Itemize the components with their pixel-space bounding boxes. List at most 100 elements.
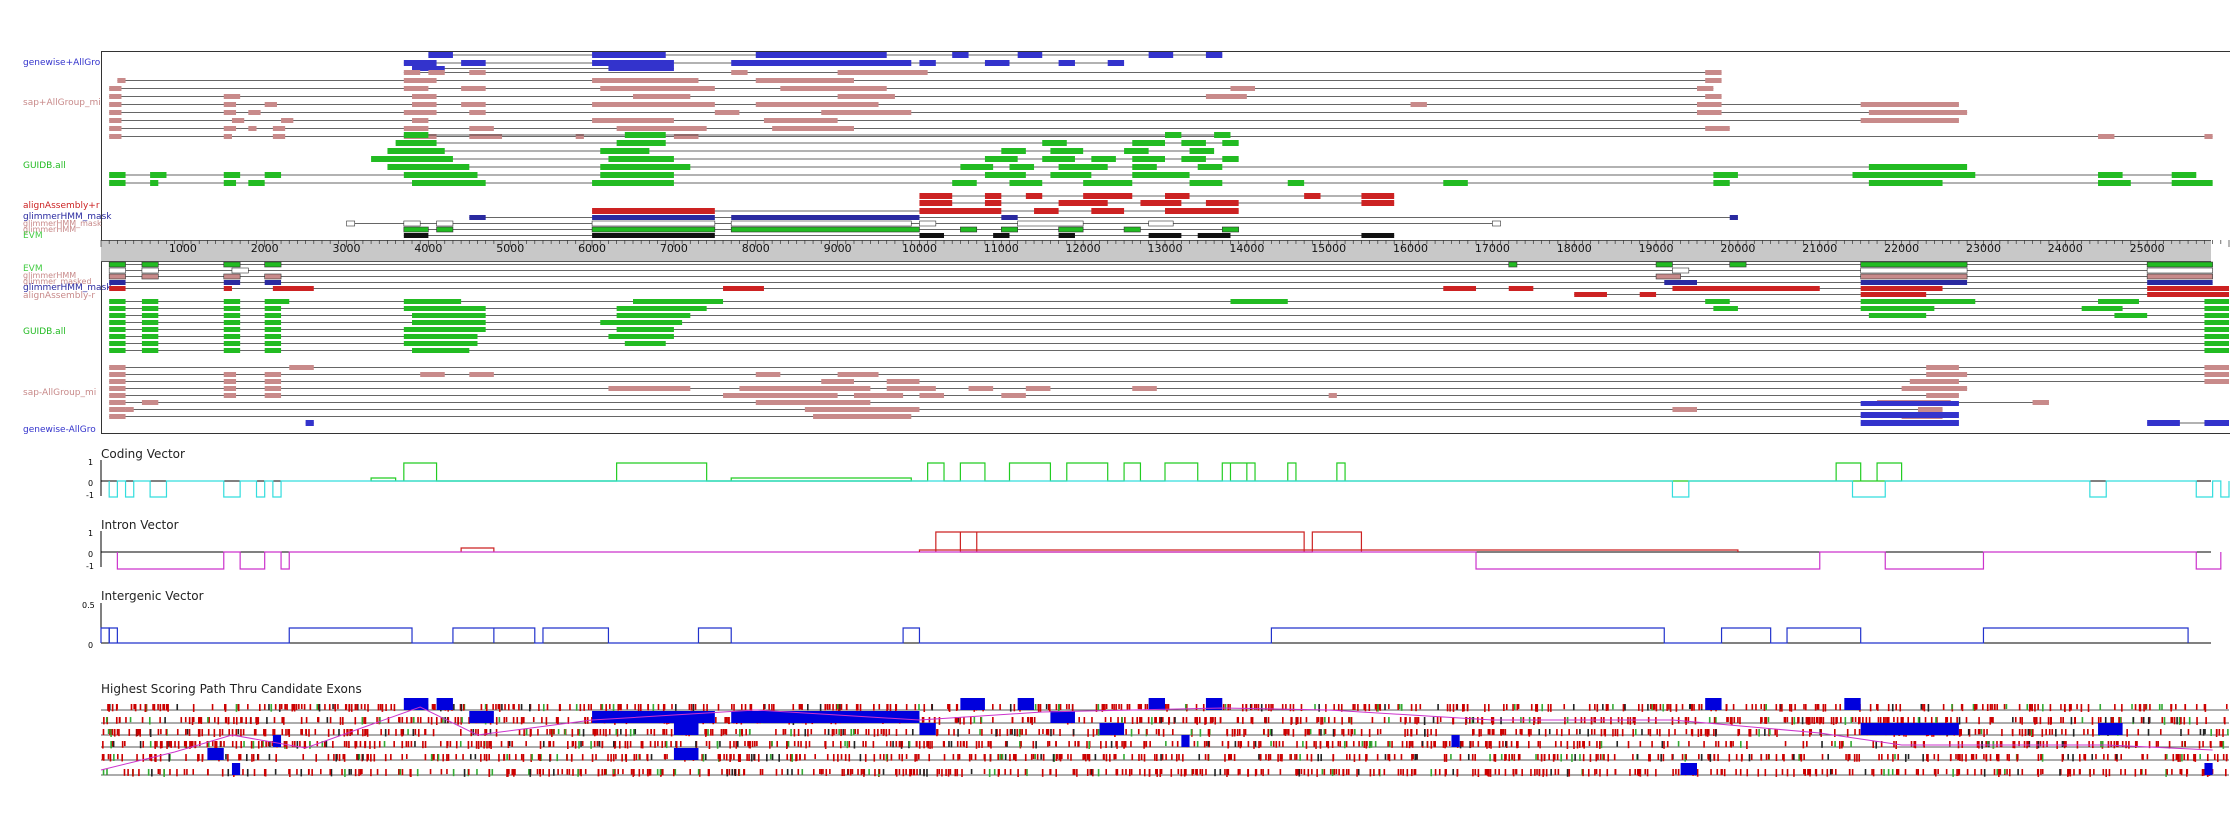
candidate-exon-mark (1694, 717, 1697, 725)
candidate-exon-mark (539, 741, 542, 749)
candidate-exon-mark (567, 717, 570, 724)
track-label-glimmer-forward: glimmerHMM_mask (23, 212, 112, 222)
candidate-exon-mark (844, 754, 847, 761)
candidate-exon-mark (314, 729, 317, 735)
sap-fwd-gene-exon (264, 102, 277, 107)
candidate-exon-mark (1199, 769, 1202, 775)
candidate-exon-mark (1455, 704, 1458, 710)
gene-id-rev-gene-exon (264, 348, 282, 353)
sap-rev-gene-exon (1926, 372, 1968, 377)
candidate-exon-mark (427, 717, 430, 723)
candidate-exon-mark (1139, 769, 1141, 776)
candidate-exon-mark (1289, 704, 1292, 712)
candidate-exon-mark (1926, 754, 1928, 761)
candidate-exon-mark (1560, 741, 1562, 747)
candidate-exon-mark (639, 754, 641, 760)
candidate-exon-mark (587, 704, 590, 711)
candidate-exon-mark (1279, 769, 1282, 775)
evm-fwd-gene-exon (592, 233, 715, 238)
candidate-exon-mark (1379, 729, 1382, 735)
candidate-exon-mark (1647, 704, 1649, 711)
candidate-exon-mark (1865, 717, 1868, 724)
candidate-exon-mark (518, 704, 520, 711)
sap-rev-gene-exon (886, 379, 920, 384)
candidate-exon-mark (629, 741, 632, 748)
candidate-exon-mark (561, 769, 564, 775)
candidate-exon-mark (468, 717, 470, 724)
candidate-exon-mark (1283, 729, 1286, 735)
candidate-exon-mark (147, 769, 150, 776)
candidate-exon-mark (518, 729, 521, 736)
candidate-exon-mark (663, 704, 666, 710)
candidate-exon-mark (1745, 704, 1748, 711)
candidate-exon-mark (855, 704, 858, 711)
candidate-exon-mark (1190, 729, 1193, 736)
candidate-exon-mark (1547, 704, 1550, 712)
candidate-exon-mark (271, 741, 274, 747)
candidate-exon-mark (1341, 729, 1343, 735)
path-exon-block (469, 711, 494, 723)
candidate-exon-mark (2037, 704, 2039, 710)
candidate-exon-mark (1741, 754, 1743, 761)
align-fwd-gene-exon (1361, 200, 1395, 206)
candidate-exon-mark (614, 769, 616, 777)
candidate-exon-mark (918, 741, 921, 749)
candidate-exon-mark (2065, 741, 2067, 747)
candidate-exon-mark (2157, 741, 2159, 747)
gene-id-rev-gene-exon (412, 320, 486, 325)
candidate-exon-mark (874, 769, 876, 777)
path-exon-block (1017, 698, 1035, 710)
candidate-exon-mark (141, 717, 144, 723)
intergenic-ytick-0: 0 (88, 641, 94, 650)
candidate-exon-mark (1918, 717, 1921, 724)
candidate-exon-mark (1282, 741, 1284, 747)
candidate-exon-mark (1224, 769, 1226, 775)
genewise-rev-gene-exon (305, 420, 314, 426)
candidate-exon-mark (831, 729, 834, 737)
candidate-exon-mark (1177, 769, 1180, 775)
candidate-exon-mark (1249, 704, 1252, 711)
candidate-exon-mark (1513, 754, 1516, 761)
candidate-exon-mark (300, 769, 303, 777)
candidate-exon-mark (1503, 704, 1505, 712)
candidate-exon-mark (2204, 704, 2207, 712)
genewise-fwd-exon (461, 60, 486, 66)
axis-tick-label: 24000 (2047, 242, 2083, 255)
candidate-exon-mark (1333, 729, 1336, 736)
candidate-exon-mark (1807, 769, 1809, 776)
candidate-exon-mark (883, 754, 885, 761)
candidate-exon-mark (1582, 741, 1584, 748)
candidate-exon-mark (2172, 754, 2175, 762)
candidate-exon-mark (1305, 741, 1308, 749)
candidate-exon-mark (2042, 704, 2044, 712)
candidate-exon-mark (1881, 754, 1883, 760)
candidate-exon-mark (1933, 769, 1936, 775)
candidate-exon-mark (501, 704, 503, 711)
candidate-exon-mark (1408, 741, 1411, 749)
candidate-exon-mark (159, 704, 162, 712)
candidate-exon-mark (364, 717, 367, 725)
candidate-exon-mark (285, 729, 287, 736)
candidate-exon-mark (1750, 754, 1753, 761)
candidate-exon-mark (608, 729, 611, 735)
axis-tick-label: 7000 (659, 242, 688, 255)
candidate-exon-mark (330, 769, 333, 777)
candidate-exon-mark (1576, 729, 1578, 735)
glimmer-masked-rev-gene-exon (108, 273, 126, 280)
candidate-exon-mark (1400, 704, 1403, 711)
candidate-exon-mark (720, 729, 723, 737)
candidate-exon-mark (176, 729, 179, 735)
align-fwd-gene-exon (919, 193, 953, 199)
candidate-exon-mark (1764, 729, 1766, 736)
sap-rev-gene-exon (469, 372, 494, 377)
candidate-exon-mark (281, 729, 284, 736)
candidate-exon-mark (1416, 754, 1418, 760)
candidate-exon-mark (2111, 717, 2113, 725)
candidate-exon-mark (657, 741, 659, 747)
candidate-exon-mark (111, 704, 114, 712)
candidate-exon-mark (1363, 741, 1366, 748)
candidate-exon-mark (358, 754, 361, 760)
candidate-exon-mark (1957, 754, 1959, 761)
candidate-exon-mark (1709, 754, 1712, 762)
candidate-exon-mark (1535, 754, 1537, 761)
